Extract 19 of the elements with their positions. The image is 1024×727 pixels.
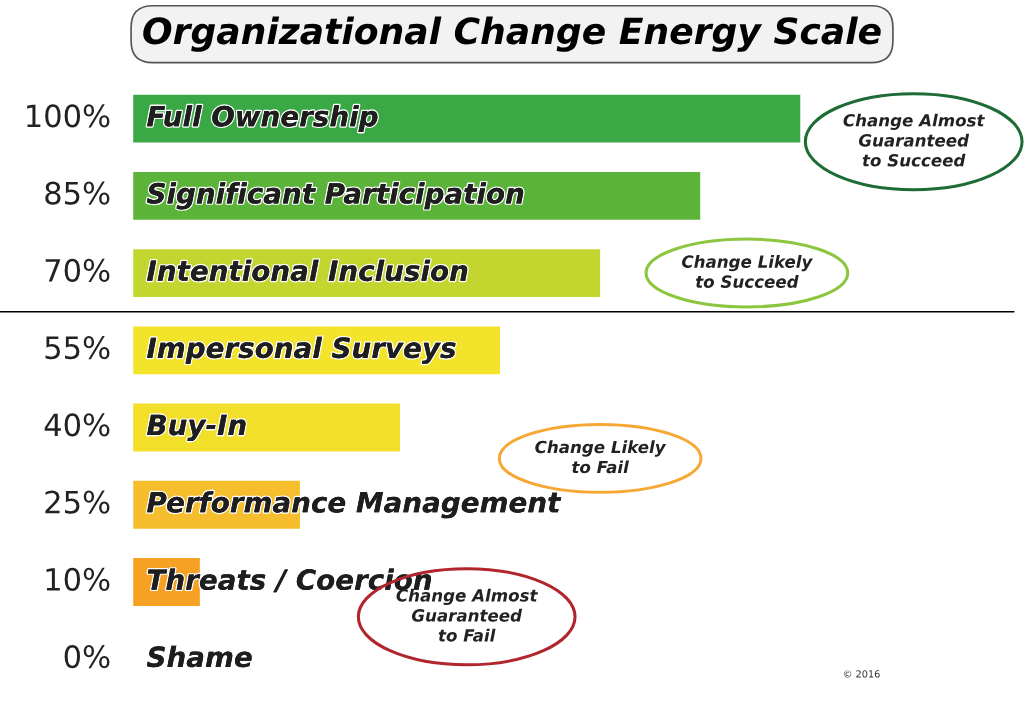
data-label: 70% — [45, 258, 110, 282]
y-tick-label: Buy-In — [147, 414, 246, 442]
annotation: Change Likely to Fail — [535, 440, 667, 474]
data-label: 55% — [45, 336, 110, 360]
annotation: Change Likely to Succeed — [682, 254, 813, 288]
y-tick-label: Impersonal Surveys — [147, 336, 456, 364]
text: © 2016 — [844, 670, 880, 678]
y-tick-label: Significant Participation — [146, 182, 524, 210]
chart-title: Organizational Change Energy Scale — [143, 16, 881, 52]
data-label: 0% — [64, 645, 110, 669]
y-tick-label: Intentional Inclusion — [147, 259, 468, 282]
data-label: 100% — [27, 104, 110, 128]
data-label: 10% — [46, 567, 110, 591]
text: Change Almost Guaranteed to Succeed — [843, 113, 985, 167]
data-label: 40% — [44, 413, 110, 437]
data-label: 85% — [45, 181, 110, 205]
data-label: 25% — [45, 490, 110, 514]
y-tick-label: Full Ownership — [147, 105, 378, 133]
y-tick-label: Shame — [146, 645, 252, 668]
